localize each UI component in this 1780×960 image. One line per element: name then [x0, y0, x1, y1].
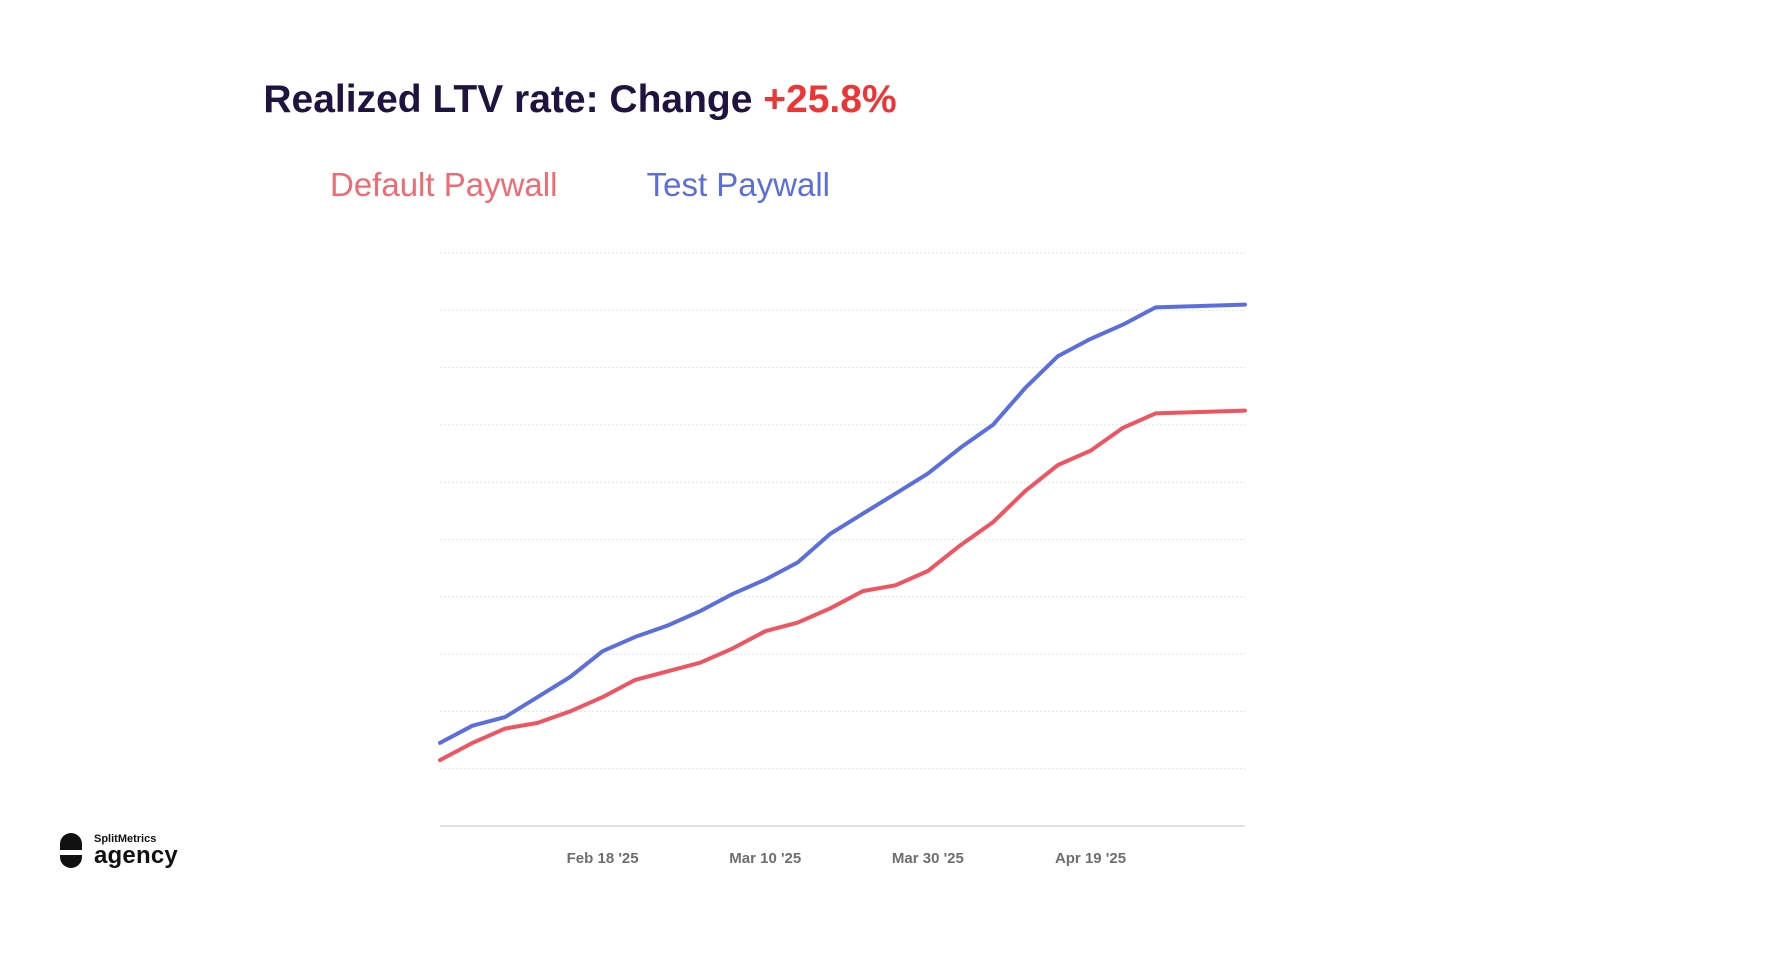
series-line-test-paywall	[438, 302, 1247, 745]
x-tick-label: Mar 10 '25	[729, 850, 801, 867]
chart-title-change: +25.8%	[763, 78, 897, 121]
legend-item-test: Test Paywall	[646, 166, 831, 203]
x-tick-label: Apr 19 '25	[1055, 850, 1126, 867]
legend-item-default: Default Paywall	[329, 166, 558, 203]
x-tick-label: Feb 18 '25	[567, 850, 639, 867]
logo-big-text: agency	[94, 842, 178, 869]
logo-mark-icon	[60, 833, 82, 868]
logo-small-text: SplitMetrics	[94, 833, 157, 845]
x-tick-label: Mar 30 '25	[892, 850, 964, 867]
series-line-default-paywall	[438, 408, 1247, 763]
chart-legend: Default Paywall Test Paywall	[0, 166, 1160, 204]
chart-title: Realized LTV rate: Change +25.8%	[0, 78, 1160, 122]
splitmetrics-agency-logo: SplitMetrics agency	[58, 830, 178, 870]
chart-title-text: Realized LTV rate: Change	[263, 78, 753, 121]
